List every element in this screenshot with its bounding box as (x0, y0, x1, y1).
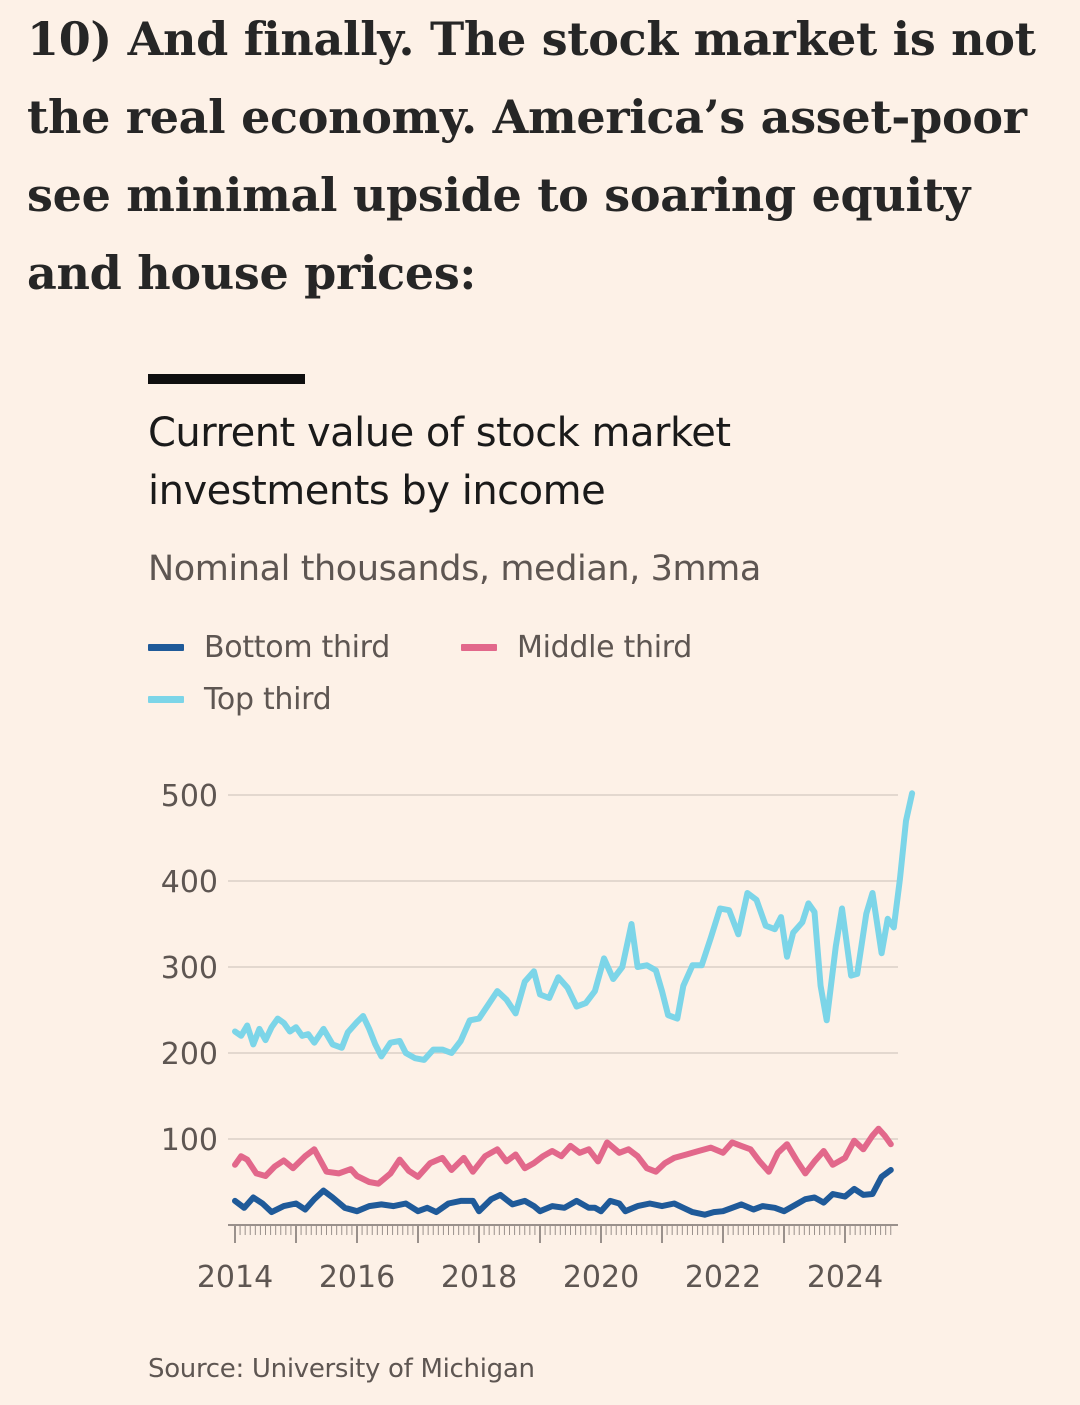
x-tick-label-2022: 2022 (685, 1260, 761, 1295)
x-tick-label-2024: 2024 (807, 1260, 883, 1295)
legend-label-middle-third: Middle third (517, 629, 692, 665)
legend-swatch-bottom-third (148, 643, 184, 651)
legend-item-top-third: Top third (148, 679, 332, 719)
y-tick-label-200: 200 (161, 1037, 218, 1072)
y-tick-label-300: 300 (161, 951, 218, 986)
legend-swatch-top-third (148, 695, 184, 703)
legend-swatch-middle-third (461, 643, 497, 651)
y-tick-label-400: 400 (161, 865, 218, 900)
x-tick-label-2020: 2020 (563, 1260, 639, 1295)
chart-subtitle: Nominal thousands, median, 3mma (148, 549, 761, 589)
series-line-bottom-third (232, 1167, 894, 1218)
y-tick-label-500: 500 (161, 779, 218, 814)
x-tick-label-2014: 2014 (197, 1260, 273, 1295)
x-tick-label-2016: 2016 (319, 1260, 395, 1295)
legend-item-bottom-third: Bottom third (148, 627, 390, 667)
legend-item-middle-third: Middle third (461, 627, 692, 667)
chart-top-rule (148, 374, 305, 384)
chart-title: Current value of stock market investment… (148, 410, 731, 514)
series-line-middle-third (232, 1125, 894, 1187)
article-heading: 10) And finally. The stock market is not… (27, 12, 1036, 300)
series-line-top-third (232, 790, 916, 1063)
chart-source: Source: University of Michigan (148, 1354, 535, 1384)
y-tick-label-100: 100 (161, 1123, 218, 1158)
legend-label-bottom-third: Bottom third (204, 629, 390, 665)
x-tick-label-2018: 2018 (441, 1260, 517, 1295)
legend-label-top-third: Top third (204, 681, 332, 717)
